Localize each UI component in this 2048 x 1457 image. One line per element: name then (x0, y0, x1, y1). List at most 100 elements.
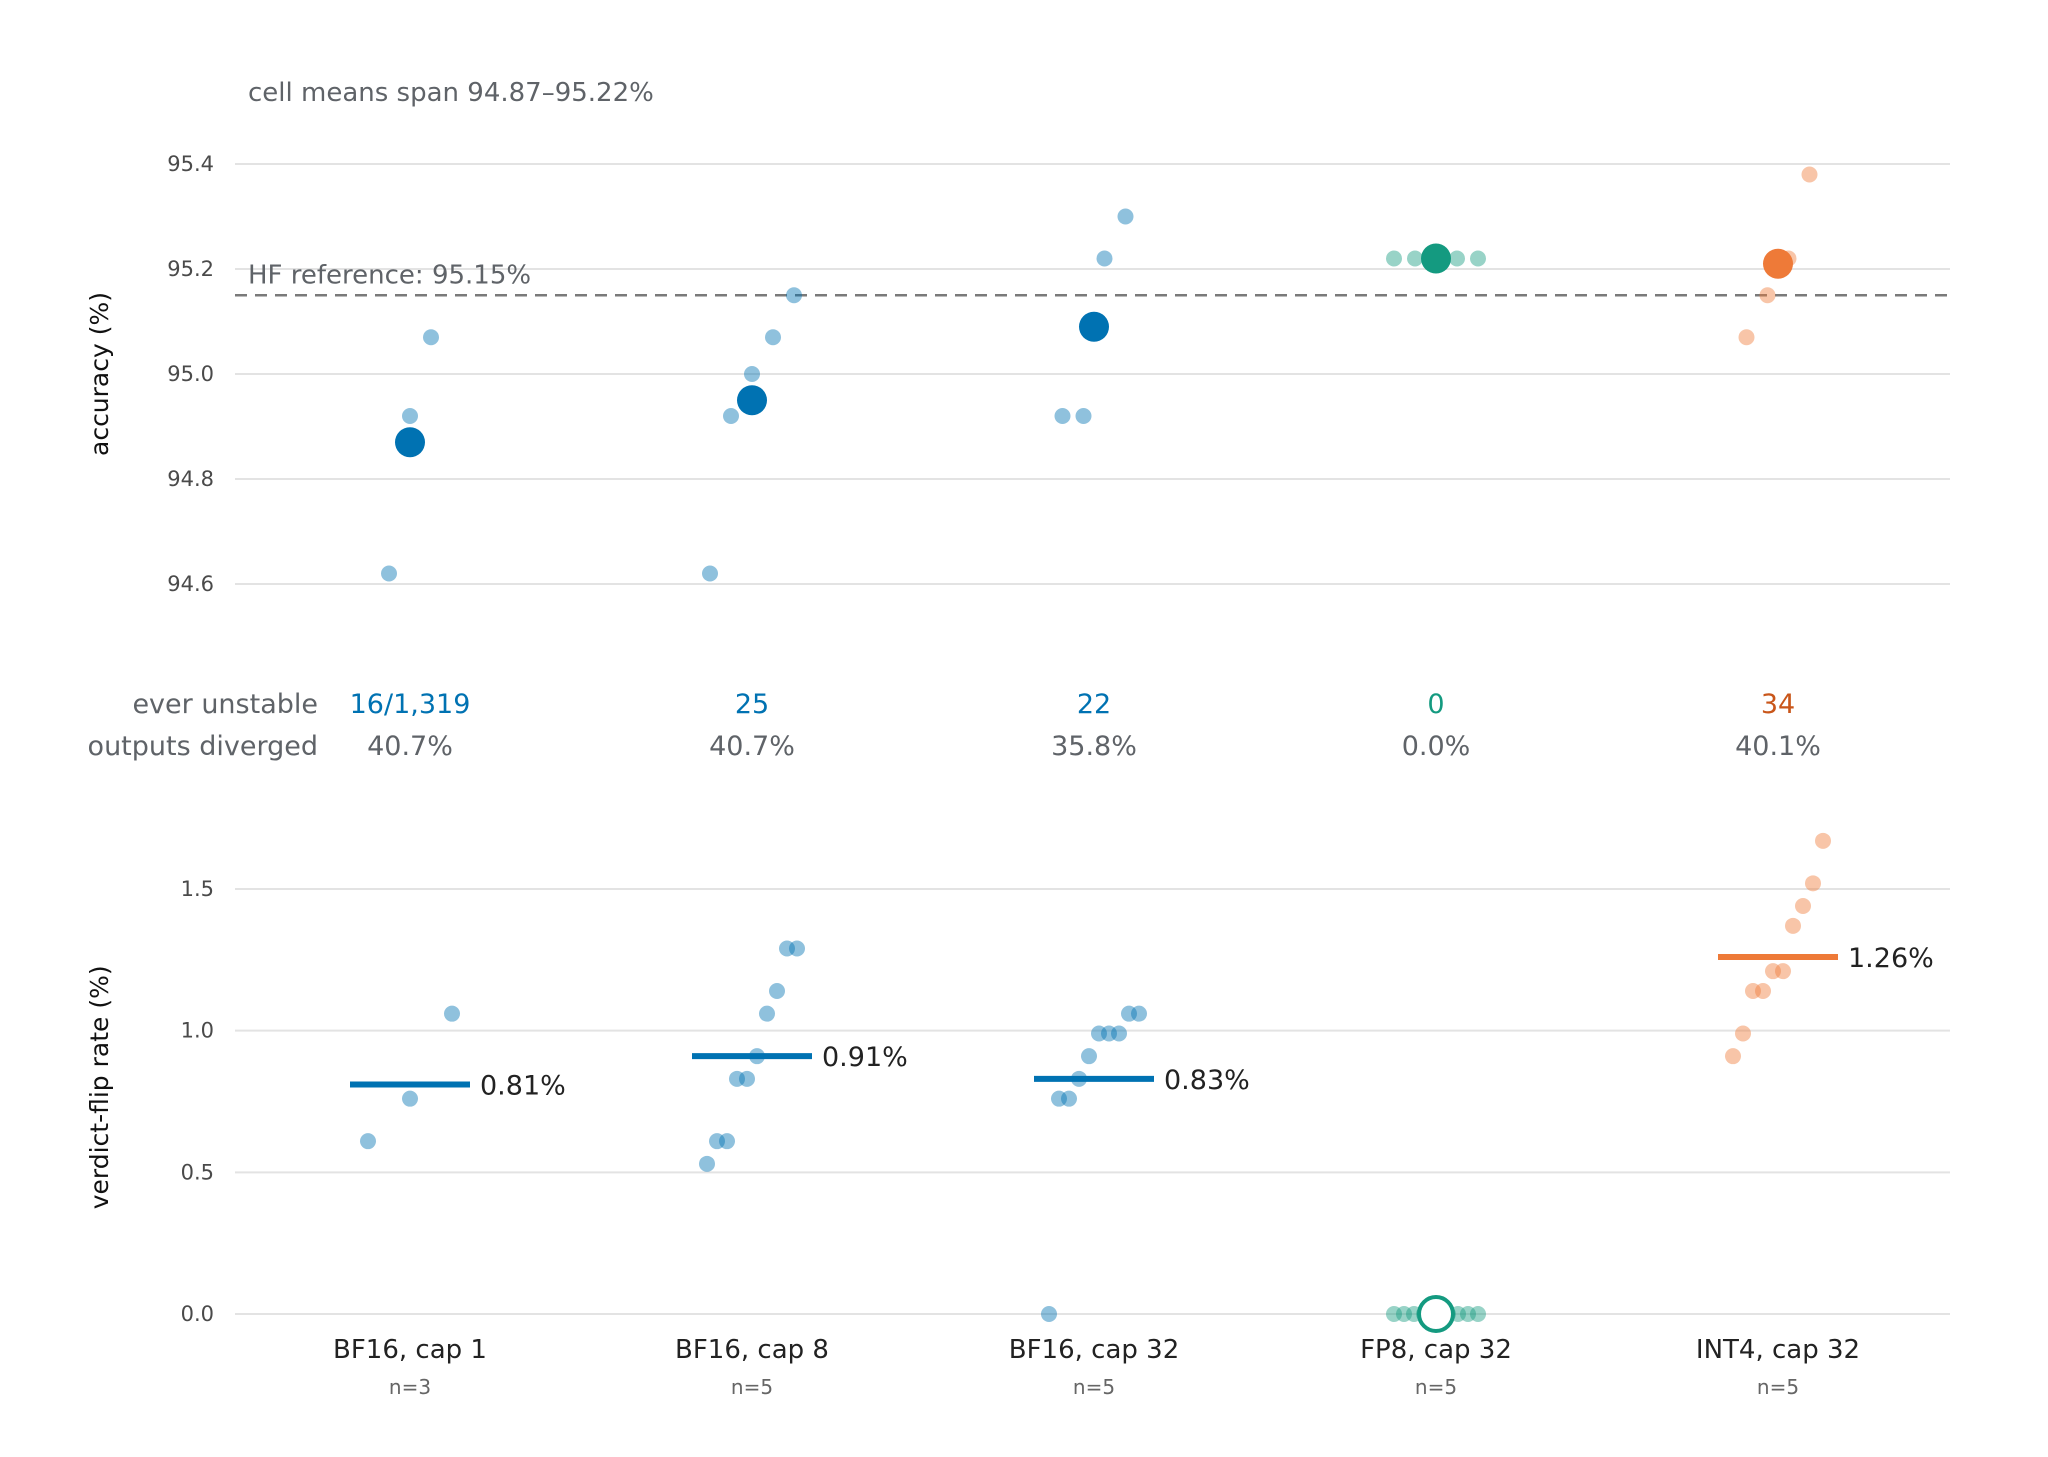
flip-rate-run-point (360, 1133, 376, 1150)
accuracy-run-point (702, 565, 718, 582)
flip-rate-run-point (759, 1005, 775, 1022)
ever-unstable-label: ever unstable (132, 689, 318, 720)
accuracy-tick-label: 95.4 (167, 152, 214, 176)
category-labels: BF16, cap 1 n=3 BF16, cap 8 n=5 BF16, cap 32… (333, 1335, 1860, 1399)
flip-rate-run-point (1725, 1048, 1741, 1065)
flip-rate-run-point (1775, 963, 1791, 980)
flip-rate-run-point (729, 1070, 745, 1087)
flip-rate-run-point (1765, 963, 1781, 980)
flip-rate-tick-label: 0.5 (181, 1160, 214, 1184)
accuracy-tick-labels: 95.4 95.2 95.0 94.8 94.6 (167, 152, 214, 596)
outputs-diverged-value: 40.7% (709, 731, 795, 762)
accuracy-axis-title: accuracy (%) (85, 292, 114, 456)
accuracy-run-point (1759, 287, 1776, 304)
flip-rate-run-point (719, 1133, 735, 1150)
category-label: BF16, cap 1 (333, 1335, 487, 1365)
flip-rate-run-point (779, 940, 795, 957)
accuracy-mean-point (1079, 311, 1109, 342)
ever-unstable-value: 34 (1761, 689, 1795, 720)
flip-rate-run-point (444, 1005, 460, 1022)
flip-rate-run-point (1081, 1048, 1097, 1065)
flip-rate-run-point (1051, 1090, 1067, 1107)
ever-unstable-value: 22 (1077, 689, 1111, 720)
flip-rate-mean-label: 0.81% (480, 1071, 566, 1102)
flip-rate-tick-labels: 1.5 1.0 0.5 0.0 (181, 877, 214, 1326)
accuracy-tick-label: 95.0 (167, 362, 214, 386)
flip-rate-run-point (1735, 1025, 1751, 1042)
accuracy-run-point (381, 565, 397, 582)
flip-rate-run-point (1745, 983, 1761, 999)
ever-unstable-value: 0 (1427, 689, 1444, 720)
stats-values: 16/1,319 40.7% 25 40.7% 22 35.8% 0 0.0% 34 40.1% (350, 689, 1821, 762)
flip-rate-run-point (1755, 983, 1771, 999)
category-label: BF16, cap 8 (675, 1335, 829, 1365)
accuracy-run-point (786, 287, 802, 304)
accuracy-run-point (1449, 250, 1465, 267)
accuracy-mean-point (737, 385, 767, 416)
flip-rate-run-point (1121, 1005, 1137, 1022)
flip-rate-run-point (1470, 1306, 1486, 1322)
accuracy-run-point (1801, 166, 1818, 183)
accuracy-run-point (1738, 329, 1755, 346)
flip-rate-run-point (1805, 875, 1821, 892)
flip-rate-tick-label: 0.0 (181, 1302, 214, 1326)
accuracy-run-point (1075, 408, 1092, 424)
sample-size-label: n=5 (1415, 1375, 1457, 1399)
flip-rate-run-point (1091, 1025, 1107, 1042)
flip-rate-run-point (1396, 1306, 1412, 1322)
accuracy-run-point (1117, 208, 1134, 225)
accuracy-run-point (1407, 250, 1423, 267)
flip-rate-mean-label: 0.83% (1164, 1065, 1250, 1096)
accuracy-gridlines (235, 163, 1950, 585)
accuracy-run-point (1054, 408, 1071, 424)
flip-rate-run-point (769, 983, 785, 999)
accuracy-run-point (423, 329, 439, 346)
accuracy-run-point (402, 408, 418, 424)
accuracy-points (381, 166, 1818, 582)
outputs-diverged-value: 35.8% (1051, 731, 1137, 762)
accuracy-mean-point (1763, 248, 1793, 279)
accuracy-mean-point (1421, 243, 1451, 274)
ever-unstable-value: 16/1,319 (350, 689, 471, 720)
flip-rate-run-point (1101, 1025, 1117, 1042)
flip-rate-run-point (1061, 1090, 1077, 1107)
accuracy-run-point (744, 366, 760, 382)
accuracy-mean-point (395, 427, 425, 458)
flip-rate-tick-label: 1.5 (181, 877, 214, 901)
flip-rate-run-point (739, 1070, 755, 1087)
flip-rate-run-point (1386, 1306, 1402, 1322)
accuracy-run-point (723, 408, 739, 424)
sample-size-label: n=5 (1757, 1375, 1799, 1399)
flip-rate-run-point (699, 1155, 715, 1172)
flip-rate-run-point (1111, 1025, 1127, 1042)
outputs-diverged-value: 40.7% (367, 731, 453, 762)
flip-rate-run-point (402, 1090, 418, 1107)
category-label: BF16, cap 32 (1009, 1335, 1180, 1365)
flip-rate-points: 0.81% 0.91% 0.83% 1.26% (350, 832, 1934, 1333)
flip-rate-run-point (1785, 917, 1801, 934)
flip-rate-run-point (1815, 832, 1831, 849)
accuracy-tick-label: 95.2 (167, 257, 214, 281)
accuracy-run-point (1096, 250, 1113, 267)
outputs-diverged-value: 0.0% (1402, 731, 1471, 762)
accuracy-run-point (1386, 250, 1402, 267)
flip-rate-run-point (1041, 1306, 1057, 1322)
accuracy-tick-label: 94.6 (167, 572, 214, 596)
flip-rate-run-point (1795, 898, 1811, 914)
flip-rate-run-point (1460, 1306, 1476, 1322)
flip-rate-mean-label: 1.26% (1848, 943, 1934, 974)
sample-size-label: n=5 (731, 1375, 773, 1399)
flip-rate-run-point (709, 1133, 725, 1150)
flip-rate-run-point (1131, 1005, 1147, 1022)
cell-means-note: cell means span 94.87–95.22% (248, 78, 654, 108)
accuracy-run-point (765, 329, 781, 346)
flip-rate-mean-marker (1417, 1295, 1455, 1333)
flip-rate-mean-label: 0.91% (822, 1042, 908, 1073)
flip-rate-gridlines (235, 888, 1950, 1315)
category-label: INT4, cap 32 (1696, 1335, 1860, 1365)
category-label: FP8, cap 32 (1360, 1335, 1512, 1365)
outputs-diverged-label: outputs diverged (88, 731, 318, 762)
flip-rate-run-point (789, 940, 805, 957)
accuracy-run-point (1470, 250, 1486, 267)
